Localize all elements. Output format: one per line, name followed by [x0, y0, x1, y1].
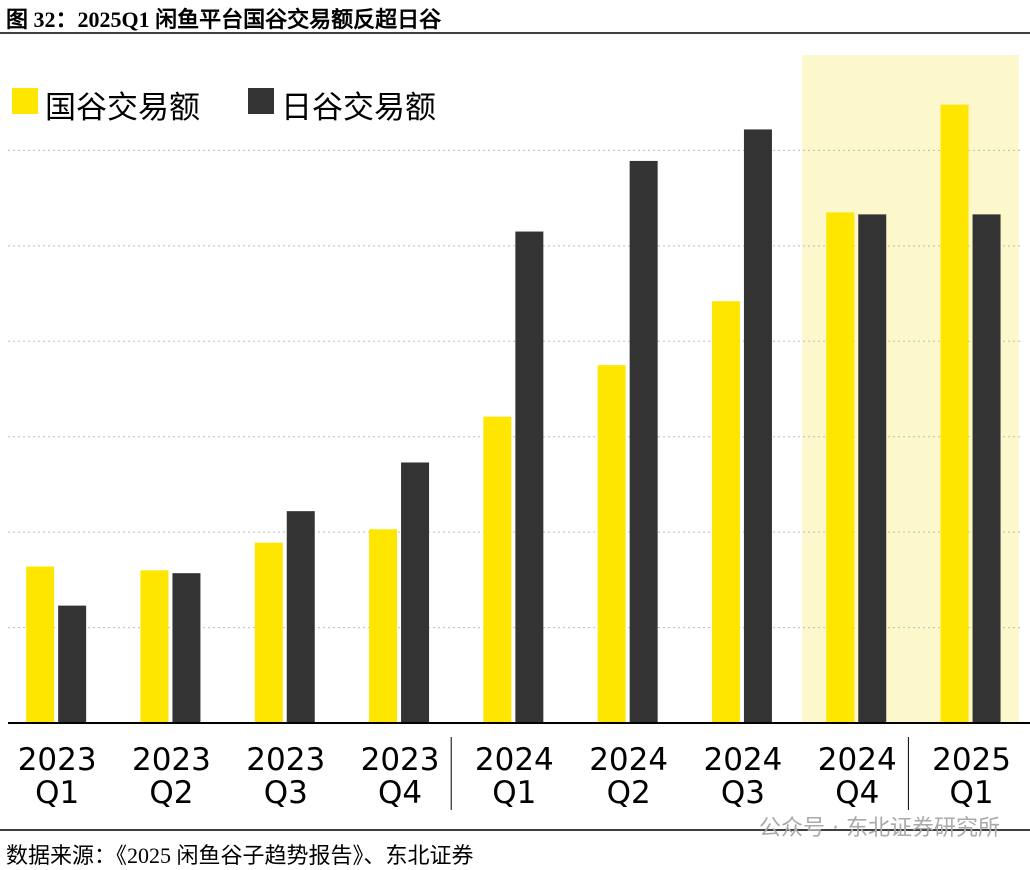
source: 数据来源：《2025 闲鱼谷子趋势报告》、东北证券: [6, 843, 474, 868]
bar: [26, 566, 55, 723]
x-tick-label: 2023 Q4: [360, 742, 440, 811]
bar: [972, 214, 1001, 723]
legend-swatch: [248, 88, 274, 114]
bar: [58, 605, 87, 723]
bar: [172, 573, 201, 723]
bar: [711, 301, 740, 723]
x-tick-label: 2024 Q3: [703, 742, 783, 811]
x-tick-label: 2023 Q2: [131, 742, 211, 811]
bar: [597, 365, 626, 723]
bar: [826, 212, 855, 723]
legend-label: 日谷交易额: [281, 90, 436, 126]
chart-title: 图 32：2025Q1 闲鱼平台国谷交易额反超日谷: [6, 7, 442, 32]
bar: [286, 511, 315, 723]
bar: [629, 160, 658, 723]
x-tick-label: 2025 Q1: [932, 742, 1011, 811]
bar: [254, 542, 283, 723]
bar: [940, 104, 969, 723]
bar: [515, 231, 544, 724]
legend-label: 国谷交易额: [45, 90, 200, 126]
x-tick-label: 2024 Q4: [817, 742, 897, 811]
bar: [743, 129, 772, 724]
bar: [369, 529, 398, 723]
watermark: 公众号 · 东北证券研究所: [759, 816, 1000, 841]
bar: [483, 416, 512, 723]
bar: [140, 570, 169, 723]
x-tick-label: 2024 Q1: [474, 742, 554, 811]
x-tick-label: 2023 Q3: [246, 742, 326, 811]
legend-swatch: [12, 88, 38, 114]
bar: [401, 462, 430, 723]
x-tick-label: 2023 Q1: [17, 742, 97, 811]
x-tick-label: 2024 Q2: [589, 742, 669, 811]
bar: [858, 214, 887, 723]
